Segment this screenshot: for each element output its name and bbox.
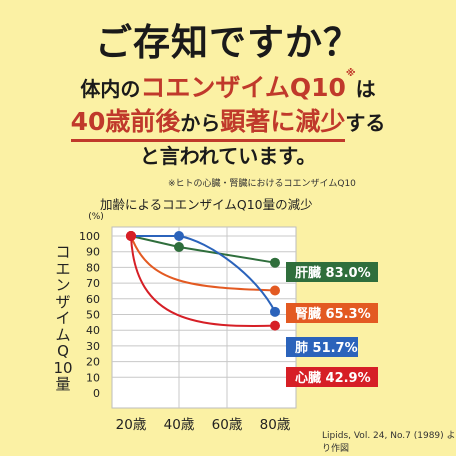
series-label-box [286,337,358,357]
y-tick-label: 90 [86,246,100,259]
source-citation: Lipids, Vol. 24, No.7 (1989) より作図 [322,431,456,454]
y-tick-label: 40 [86,324,100,337]
series-points [126,231,280,331]
y-tick-label: 80 [86,261,100,274]
y-tick-label: 20 [86,356,100,369]
y-tick-label: 30 [86,340,100,353]
y-tick-label: 100 [79,230,100,243]
intro-line-3: と言われています。 [139,144,317,168]
data-point [270,285,280,296]
series-label-text: 肝臓 83.0% [295,265,371,281]
series-label-box [286,262,378,282]
data-point [126,231,136,241]
age-highlight: 40歳前後 [70,107,181,136]
series-line-心臓 [130,235,276,327]
intro-line-1: 体内のコエンザイムQ10※は [0,68,456,104]
data-point [270,257,280,268]
x-tick-label: 80歳 [260,417,291,433]
underlined-phrase: 40歳前後から顕著に減少 [70,102,346,142]
series-line-腎臓 [130,235,276,292]
y-tick-label: 60 [86,293,100,306]
intro-post-2: する [345,111,386,135]
y-tick-label: 70 [86,277,100,290]
y-tick-label: 10 [86,371,100,384]
y-axis-title: コエンザイムQ10量 [53,243,73,393]
intro-line-2: 40歳前後から顕著に減少する [0,102,456,142]
x-tick-label: 40歳 [164,417,195,433]
intro-mid: から [180,111,221,135]
footnote-mark: ※ [345,68,356,79]
x-ticks: 20歳 40歳 60歳 80歳 [116,417,291,433]
series-label-text: 肺 51.7% [295,340,358,356]
coq10-highlight: コエンザイムQ10 [140,73,346,102]
x-tick-label: 20歳 [116,417,147,433]
series-label-box [286,367,378,387]
chart-title: 加齢によるコエンザイムQ10量の減少 [100,197,313,212]
y-tick-label: 0 [93,387,100,400]
decrease-highlight: 顕著に減少 [220,107,346,136]
headline: ご存知ですか？ [95,21,361,64]
y-ticks: 0 10 20 30 40 50 60 70 80 90 100 [79,230,100,400]
series-label-box [286,303,378,323]
data-point [174,231,184,241]
series-label-text: 腎臓 65.3% [295,306,371,322]
data-point [174,241,184,252]
y-unit: (%) [88,212,104,222]
intro-post: は [355,77,376,101]
y-tick-label: 50 [86,309,100,322]
data-point [270,306,280,317]
data-point [270,320,280,331]
intro-pre: 体内の [80,77,141,101]
footnote: ※ヒトの心臓・腎臓におけるコエンザイムQ10 [168,179,356,189]
series-labels: 肝臓 83.0% 腎臓 65.3% 肺 51.7% 心臓 42.9% [286,262,378,387]
x-tick-label: 60歳 [212,417,243,433]
series-label-text: 心臓 42.9% [295,370,371,386]
